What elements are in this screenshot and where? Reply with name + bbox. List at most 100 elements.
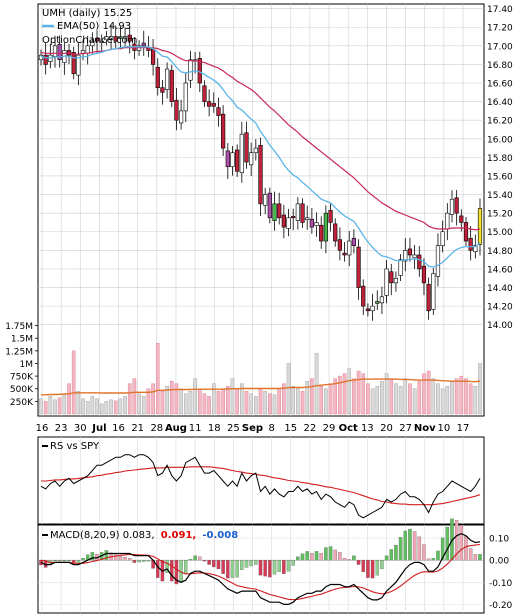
candle-body: [337, 239, 342, 251]
candle-body: [141, 42, 146, 47]
x-tick-label: 11: [189, 423, 202, 434]
rs-line: [40, 454, 481, 519]
candle-body: [155, 66, 160, 88]
candle-body: [323, 212, 328, 242]
macd-histogram-bar: [366, 560, 370, 578]
macd-histogram-bar: [268, 560, 272, 578]
macd-histogram-bar: [198, 556, 202, 561]
macd-histogram-bar: [146, 560, 151, 562]
price-y-tick: 15.00: [487, 228, 513, 238]
x-tick-label: 15: [284, 423, 297, 434]
x-tick-label: 27: [399, 423, 412, 434]
candle-body: [188, 59, 193, 81]
macd-histogram-bar: [436, 550, 440, 561]
candle-body: [43, 54, 48, 65]
volume-bar: [216, 391, 221, 415]
volume-bar: [118, 398, 123, 415]
candle-body: [211, 103, 216, 107]
macd-value-hist: -0.008: [202, 530, 238, 541]
watermark: OptionChance.com: [42, 35, 137, 46]
macd-histogram-bar: [127, 558, 132, 561]
candle-body: [118, 36, 123, 39]
volume-bar: [333, 378, 338, 415]
volume-bar: [356, 370, 361, 415]
macd-histogram-bar: [454, 520, 459, 561]
macd-histogram-bar: [459, 524, 464, 561]
volume-bar: [43, 401, 48, 415]
volume-bar: [169, 380, 174, 415]
volume-bar: [57, 397, 62, 415]
macd-histogram-bar: [384, 555, 389, 561]
macd-histogram-bar: [76, 560, 81, 563]
candle-body: [314, 222, 319, 227]
macd-y-tick: -0.20: [489, 601, 513, 611]
volume-bar: [478, 363, 482, 415]
macd-histogram-bar: [291, 560, 295, 566]
macd-y-tick: -0.10: [489, 579, 513, 589]
macd-histogram-bar: [328, 546, 333, 561]
price-y-tick: 15.60: [487, 172, 513, 182]
macd-histogram-bar: [170, 560, 174, 582]
volume-bar: [39, 398, 43, 415]
candle-body: [267, 192, 272, 219]
macd-histogram-bar: [277, 560, 281, 572]
macd-histogram-bar: [272, 560, 277, 575]
macd-histogram-bar: [403, 530, 408, 561]
volume-bar: [188, 391, 193, 415]
macd-histogram-bar: [113, 554, 118, 561]
volume-bar: [440, 388, 445, 415]
macd-histogram-bar: [67, 560, 71, 562]
macd-histogram-bar: [412, 531, 417, 561]
macd-histogram-bar: [333, 549, 337, 561]
candle-body: [90, 40, 95, 47]
macd-histogram-bar: [300, 553, 305, 561]
candle-body: [445, 212, 450, 230]
macd-histogram-bar: [296, 556, 300, 561]
volume-bar: [422, 373, 426, 415]
candle-body: [463, 222, 469, 242]
macd-histogram-bar: [394, 544, 398, 561]
rs-panel-frame: [37, 436, 485, 525]
candle-body: [393, 277, 399, 284]
price-y-tick: 15.80: [487, 154, 513, 164]
volume-bar: [389, 378, 394, 415]
volume-bar: [53, 399, 57, 415]
macd-histogram-bar: [53, 560, 57, 562]
x-tick-label: 23: [55, 423, 68, 434]
macd-histogram-bar: [422, 544, 426, 561]
volume-bar: [113, 400, 118, 415]
volume-bar: [62, 393, 67, 415]
macd-histogram-bar: [174, 560, 179, 585]
rs-label: RS vs SPY: [50, 441, 100, 452]
price-y-tick: 16.20: [487, 117, 513, 127]
volume-bar: [314, 353, 319, 415]
macd-histogram-bar: [57, 560, 62, 562]
macd-histogram-bar: [258, 560, 263, 576]
candle-body: [412, 254, 417, 259]
price-y-tick: 16.00: [487, 135, 513, 145]
price-panel-frame: [37, 3, 485, 417]
volume-bar: [408, 383, 412, 415]
x-tick-label: 16: [112, 423, 125, 434]
volume-bar: [90, 396, 95, 415]
x-tick-label: 10: [437, 423, 450, 434]
volume-bar: [249, 393, 253, 415]
volume-bar: [99, 403, 104, 415]
candle-body: [281, 214, 286, 228]
candle-body: [435, 245, 441, 277]
candle-body: [71, 52, 76, 75]
volume-bar: [473, 386, 478, 415]
rs-lines: [40, 454, 481, 519]
macd-histogram-bar: [426, 558, 431, 561]
price-y-tick: 17.00: [487, 42, 513, 52]
macd-histogram-bar: [141, 560, 146, 562]
volume-bar: [76, 391, 81, 415]
macd-histogram-bar: [202, 560, 207, 562]
volume-bar: [384, 373, 389, 415]
macd-histogram-bar: [212, 560, 216, 568]
candle-body: [38, 54, 44, 61]
volume-bar: [286, 363, 291, 415]
candle-body: [295, 203, 300, 221]
volume-bar: [375, 386, 380, 415]
macd-histogram-bar: [338, 552, 342, 561]
